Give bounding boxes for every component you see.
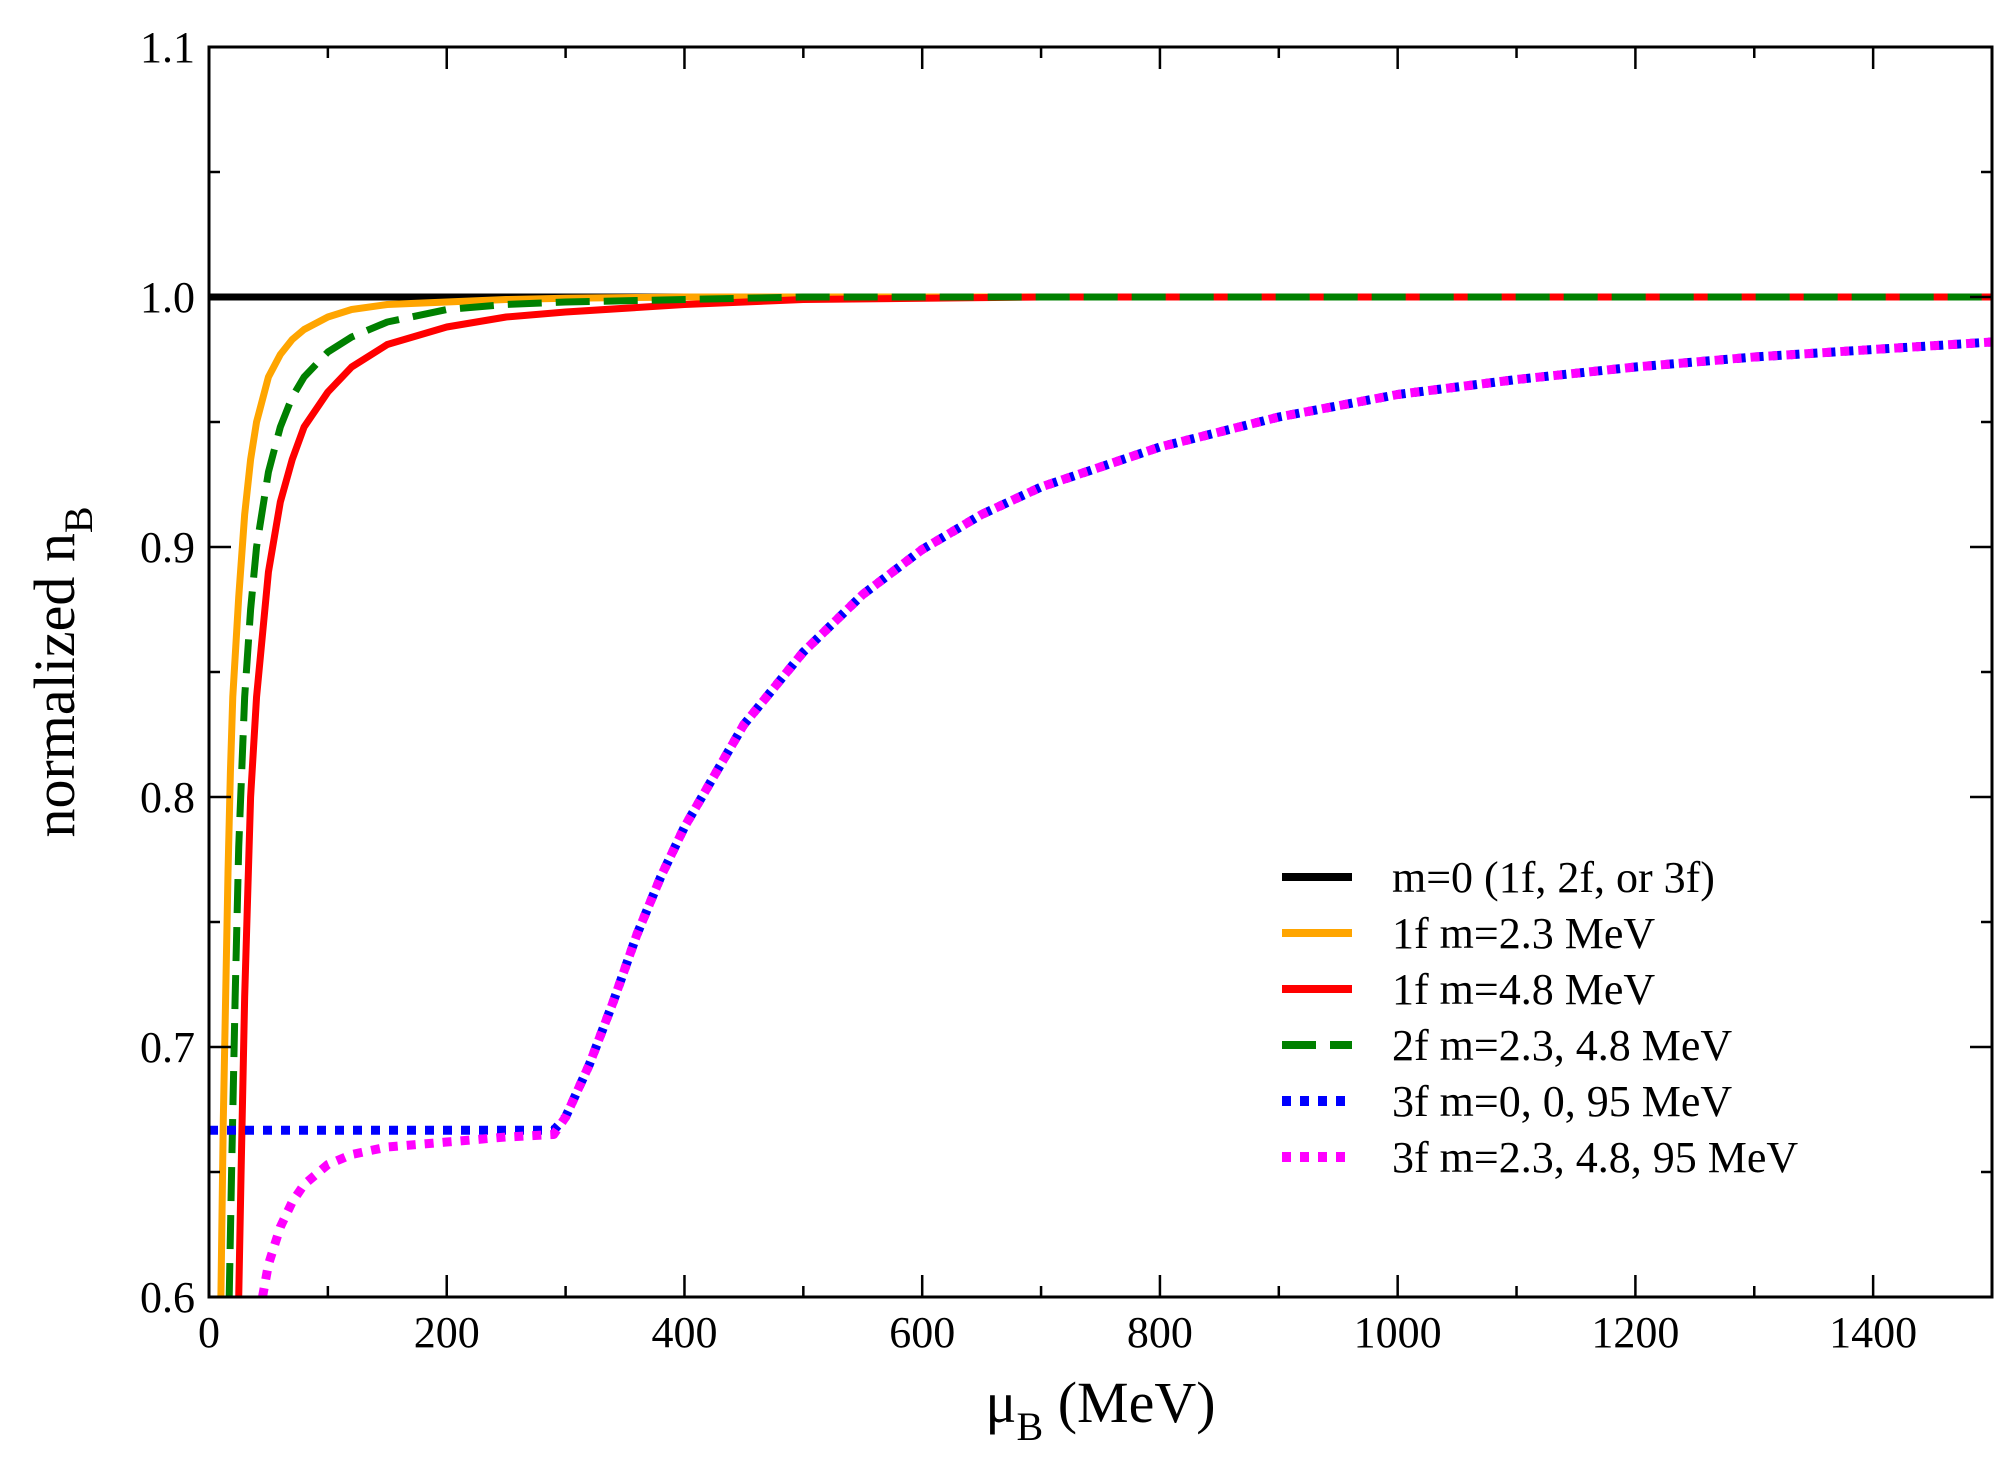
legend: m=0 (1f, 2f, or 3f) 1f m=2.3 MeV 1f m=4.8 … — [1282, 853, 1798, 1182]
legend-label-5: 3f m=0, 0, 95 MeV — [1392, 1077, 1732, 1126]
x-tick-label: 0 — [198, 1308, 220, 1357]
y-tick-label: 0.6 — [140, 1273, 195, 1322]
x-tick-label: 1400 — [1829, 1308, 1917, 1357]
y-tick-label: 0.8 — [140, 773, 195, 822]
legend-label-3: 1f m=4.8 MeV — [1392, 965, 1655, 1014]
legend-label-4: 2f m=2.3, 4.8 MeV — [1392, 1021, 1732, 1070]
series-line-3 — [235, 293, 1992, 1297]
legend-label-1: m=0 (1f, 2f, or 3f) — [1392, 853, 1715, 902]
y-tick-label: 0.7 — [140, 1023, 195, 1072]
x-tick-label: 400 — [651, 1308, 717, 1357]
y-axis-title-main: normalized n — [22, 533, 87, 837]
axes-layer: 0 200 400 600 800 1000 1200 1400 0.6 0.7 0.8 0.9 1.0… — [22, 23, 1994, 1449]
x-tick-label: 200 — [414, 1308, 480, 1357]
x-axis-title-main: μ — [985, 1370, 1016, 1435]
x-axis-title: μB (MeV) — [985, 1370, 1215, 1449]
x-tick-label: 800 — [1127, 1308, 1193, 1357]
x-axis-title-rest: (MeV) — [1043, 1370, 1215, 1435]
legend-label-6: 3f m=2.3, 4.8, 95 MeV — [1392, 1133, 1798, 1182]
y-tick-label: 1.0 — [140, 273, 195, 322]
series-line-4 — [225, 293, 1992, 1297]
x-tick-label: 1000 — [1354, 1308, 1442, 1357]
y-axis-title-sub: B — [56, 506, 101, 533]
series-line-2 — [217, 293, 1992, 1297]
y-tick-label: 1.1 — [140, 23, 195, 72]
legend-label-2: 1f m=2.3 MeV — [1392, 909, 1655, 958]
y-axis-title: normalized nB — [22, 506, 101, 837]
series-layer — [209, 293, 1992, 1297]
series-line-6 — [258, 337, 1992, 1297]
x-axis-title-sub: B — [1017, 1404, 1044, 1449]
x-tick-label: 1200 — [1591, 1308, 1679, 1357]
y-tick-label: 0.9 — [140, 523, 195, 572]
series-line-5 — [209, 337, 1992, 1135]
x-tick-label: 600 — [889, 1308, 955, 1357]
